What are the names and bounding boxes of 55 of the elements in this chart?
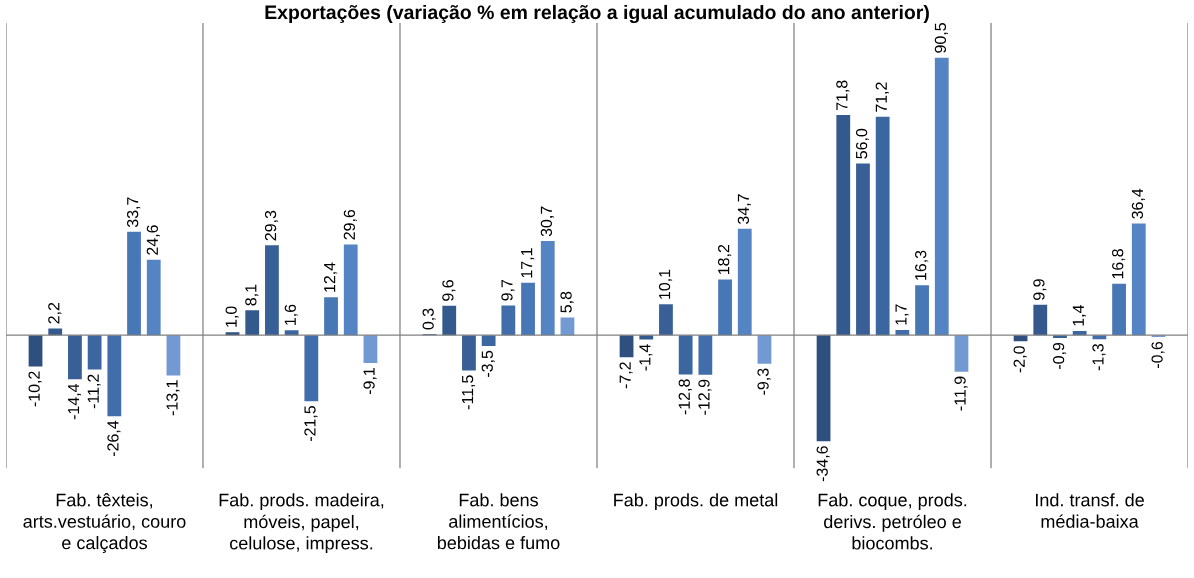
data-label: 18,2 (718, 244, 732, 274)
data-label: 24,6 (146, 225, 160, 255)
data-label: 0,3 (422, 308, 436, 330)
data-label: 16,3 (915, 250, 929, 280)
data-label: -9,1 (363, 368, 377, 395)
data-label: -1,4 (639, 344, 653, 371)
data-label: -13,1 (166, 380, 180, 416)
data-label: -3,5 (481, 350, 495, 377)
data-label: -12,8 (678, 379, 692, 415)
data-label: 8,1 (245, 284, 259, 306)
chart-title: Exportações (variação % em relação a igual acumulado do ano anterior) (265, 4, 929, 24)
data-label: -0,6 (1151, 341, 1165, 369)
x-tick-label: Fab. prods. de metal (614, 493, 778, 511)
data-label: 9,9 (1033, 279, 1047, 300)
data-label: 1,6 (284, 304, 298, 325)
data-label: -11,9 (954, 376, 968, 411)
data-label: -7,2 (619, 362, 633, 389)
data-label: -12,9 (698, 379, 712, 415)
data-label: 1,4 (1072, 305, 1086, 326)
data-label: 10,1 (658, 269, 673, 299)
data-label: -10,2 (28, 371, 42, 407)
data-label: 30,7 (540, 206, 554, 237)
data-label: 2,2 (48, 302, 62, 324)
x-tick-label: Ind. transf. de média-baixa (1035, 493, 1144, 528)
x-tick-label: Fab. têxteis, arts.vestuário, couro e calçados (23, 493, 186, 553)
x-tick-label: Fab. bens alimentícios, bebidas e fumo (437, 493, 560, 550)
data-label: 29,6 (343, 209, 357, 240)
data-label: -21,5 (304, 405, 318, 442)
data-label: -0,9 (1052, 342, 1067, 369)
data-label: 1,7 (895, 304, 909, 325)
data-label: 16,8 (1112, 249, 1126, 279)
data-label: 36,4 (1131, 188, 1145, 219)
data-label: 90,5 (934, 23, 948, 53)
data-label: -1,3 (1092, 344, 1106, 371)
data-label: 33,7 (127, 197, 141, 228)
data-label: 5,8 (560, 291, 574, 313)
data-label: 9,6 (442, 280, 456, 301)
data-label: 71,8 (836, 80, 850, 111)
x-tick-label: Fab. coque, prods. derivs. petróleo e biocombs. (818, 493, 967, 550)
data-label: -11,2 (87, 374, 101, 409)
data-label: -11,5 (462, 375, 476, 410)
x-tick-label: Fab. prods. madeira, móveis, papel, celulose, impress. (219, 493, 384, 554)
data-label: 71,2 (875, 82, 889, 112)
data-label: 17,1 (521, 248, 535, 278)
data-label: 1,0 (225, 306, 239, 327)
data-label: -26,4 (107, 420, 121, 457)
data-label: 12,4 (324, 262, 338, 292)
data-label: -14,4 (68, 384, 82, 420)
data-label: 34,7 (737, 194, 751, 225)
data-label: -9,3 (757, 368, 771, 395)
data-label: -34,6 (816, 446, 830, 482)
data-label: 9,7 (501, 279, 515, 301)
data-label: 56,0 (855, 128, 870, 159)
data-label: 29,3 (264, 210, 279, 241)
data-label: -2,0 (1013, 346, 1027, 373)
